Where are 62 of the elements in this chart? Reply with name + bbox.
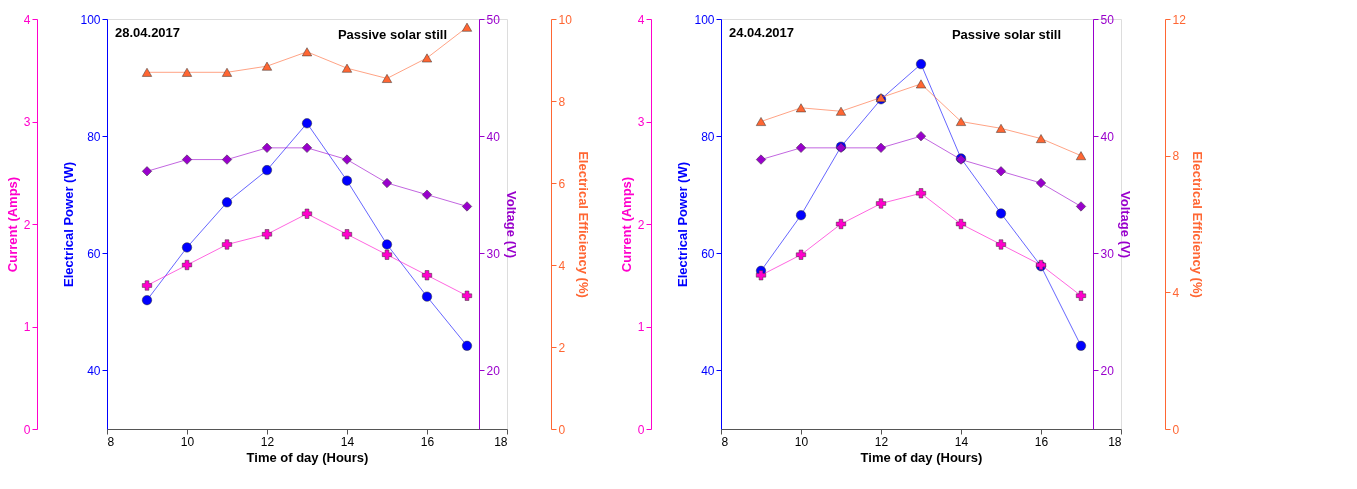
y-tick-label: 100 xyxy=(80,12,101,27)
y-tick-label: 4 xyxy=(637,12,645,27)
x-tick-label: 14 xyxy=(954,434,969,449)
y-tick-label: 40 xyxy=(701,363,715,378)
y2-tick-label: 40 xyxy=(1100,129,1115,144)
x-tick-label: 10 xyxy=(180,434,195,449)
x-axis-title: Time of day (Hours) xyxy=(246,449,369,465)
y2-axis-title: Electrical Efficiency (%) xyxy=(575,151,591,298)
y-axis-title: Electrical Power (W) xyxy=(61,162,77,287)
y-tick-label: 100 xyxy=(694,12,715,27)
y-tick-label: 1 xyxy=(637,320,645,334)
y2-tick-label: 20 xyxy=(1100,363,1115,378)
annotation: Passive solar still xyxy=(337,27,447,42)
y2-tick-label: 40 xyxy=(486,129,501,144)
y-axis-title: Current (Amps) xyxy=(618,176,634,273)
x-tick-label: 10 xyxy=(794,434,809,449)
y-tick-label: 0 xyxy=(23,422,31,437)
y2-axis-title: Voltage (V) xyxy=(503,191,519,258)
y-tick-label: 60 xyxy=(87,246,101,261)
y-tick-label: 0 xyxy=(637,422,645,437)
y2-tick-label: 20 xyxy=(486,363,501,378)
y2-tick-label: 4 xyxy=(1172,285,1180,300)
y-tick-label: 60 xyxy=(701,246,715,261)
y2-axis-title: Electrical Efficiency (%) xyxy=(1189,151,1205,298)
y2-tick-label: 30 xyxy=(486,246,501,261)
y-tick-label: 3 xyxy=(637,115,645,129)
y-axis-title: Current (Amps) xyxy=(4,176,20,273)
y-tick-label: 40 xyxy=(87,363,101,378)
x-tick-label: 14 xyxy=(340,434,355,449)
y-tick-label: 1 xyxy=(23,320,31,334)
x-tick-label: 8 xyxy=(107,434,115,449)
x-tick-label: 12 xyxy=(874,434,889,449)
y2-tick-label: 0 xyxy=(558,422,566,437)
y-tick-label: 80 xyxy=(701,129,715,144)
y2-tick-label: 2 xyxy=(558,340,566,355)
y2-tick-label: 8 xyxy=(558,94,566,109)
x-tick-label: 18 xyxy=(494,434,508,449)
x-tick-label: 18 xyxy=(1108,434,1122,449)
y2-tick-label: 0 xyxy=(1172,422,1180,437)
y-tick-label: 80 xyxy=(87,129,101,144)
y2-axis-title: Voltage (V) xyxy=(1117,191,1133,258)
y-tick-label: 2 xyxy=(637,217,645,232)
y2-tick-label: 8 xyxy=(1172,149,1180,164)
x-tick-label: 8 xyxy=(721,434,729,449)
chart-title: 28.04.2017 xyxy=(115,25,181,40)
x-tick-label: 16 xyxy=(420,434,435,449)
y2-tick-label: 12 xyxy=(1172,12,1187,27)
y-tick-label: 3 xyxy=(23,115,31,129)
y-axis-title: Electrical Power (W) xyxy=(675,162,691,287)
y2-tick-label: 50 xyxy=(486,12,501,27)
chart-title: 24.04.2017 xyxy=(729,25,795,40)
x-tick-label: 12 xyxy=(260,434,275,449)
y2-tick-label: 6 xyxy=(558,176,566,191)
x-axis-title: Time of day (Hours) xyxy=(860,449,983,465)
y2-tick-label: 30 xyxy=(1100,246,1115,261)
x-tick-label: 16 xyxy=(1034,434,1049,449)
y2-tick-label: 10 xyxy=(558,12,573,27)
y-tick-label: 4 xyxy=(23,12,31,27)
y2-tick-label: 4 xyxy=(558,258,566,273)
y2-tick-label: 50 xyxy=(1100,12,1115,27)
y-tick-label: 2 xyxy=(23,217,31,232)
annotation: Passive solar still xyxy=(951,27,1061,42)
